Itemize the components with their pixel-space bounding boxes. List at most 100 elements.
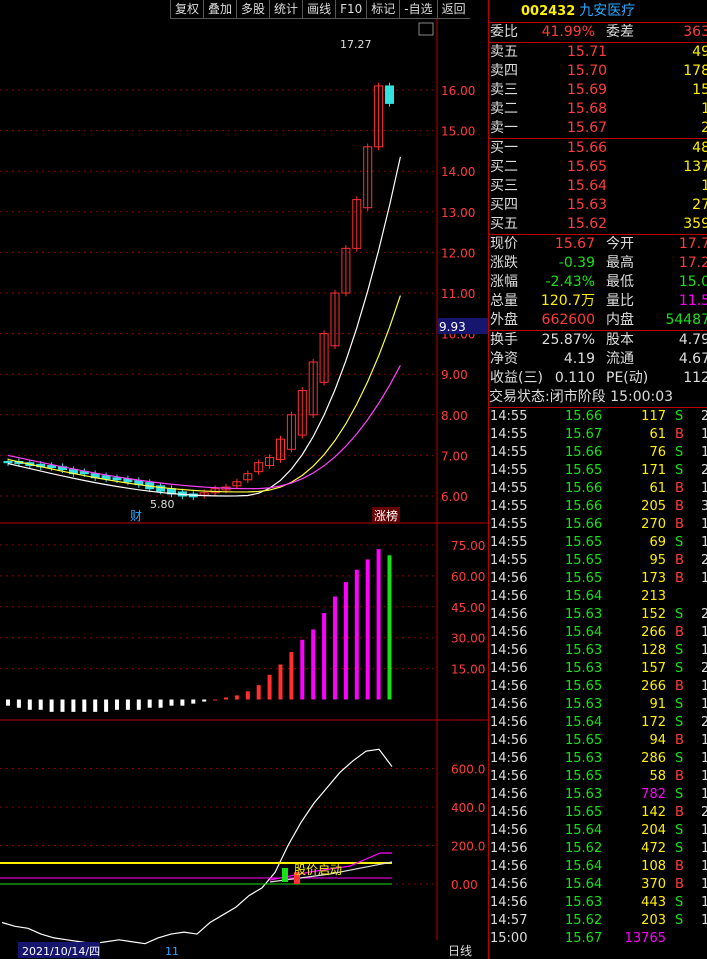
draw-line-button[interactable]: 画线 — [302, 0, 335, 18]
fund-label: 股本 — [606, 332, 634, 348]
tick-volume: 266 — [641, 679, 666, 694]
kdj-white-line — [1, 748, 393, 945]
cursor-price-label: 9.93 — [439, 320, 466, 334]
chart-toolbar: 复权 叠加 多股 统计 画线 F10 标记 -自选 返回 — [170, 0, 470, 19]
tick-time: 14:56 — [490, 841, 528, 856]
overlay-button[interactable]: 叠加 — [203, 0, 236, 18]
ask-level-row[interactable]: 卖三 15.69 15 — [489, 81, 707, 100]
tick-price: 15.65 — [565, 571, 603, 586]
tick-direction: B — [675, 427, 684, 442]
tick-time: 14:55 — [490, 445, 528, 460]
fundamental-stats: 换手 25.87% 股本 4.79 净资 4.19 流通 4.67 收益(三) 0.110 PE(动… — [489, 331, 707, 388]
tick-time: 14:56 — [490, 679, 528, 694]
macd-bar — [202, 699, 207, 702]
kline-chart-area[interactable]: 16.00 15.00 14.00 13.00 12.00 11.00 10.00 9.00 8… — [0, 0, 488, 959]
add-watchlist-button[interactable]: -自选 — [399, 0, 436, 18]
zhangbang-box — [372, 507, 400, 522]
bid-level-price: 15.64 — [567, 178, 608, 194]
ask-level-row[interactable]: 卖一 15.67 2 — [489, 119, 707, 138]
tick-row: 15:00 15.67 13765 — [489, 930, 707, 948]
bid-level-row[interactable]: 买五 15.62 359 — [489, 215, 707, 234]
tick-time: 14:56 — [490, 769, 528, 784]
tick-list[interactable]: 14:55 15.66 117 S 2 14:55 15.67 61 B 1 14:55 15.66 7… — [489, 408, 707, 948]
candle-body — [341, 247, 351, 294]
stat-row: 外盘 662600 内盘 54487 — [489, 311, 707, 330]
tick-volume: 69 — [649, 535, 666, 550]
tick-price: 15.62 — [565, 913, 603, 928]
macd-bar — [245, 691, 250, 700]
tick-time: 14:56 — [490, 607, 528, 622]
macd-bar — [213, 699, 218, 701]
bid-level-row[interactable]: 买四 15.63 27 — [489, 196, 707, 215]
tick-volume: 203 — [641, 913, 666, 928]
ask-level-row[interactable]: 卖五 15.71 49 — [489, 43, 707, 62]
tick-price: 15.66 — [565, 481, 603, 496]
candle-body — [297, 389, 307, 436]
tick-count: 1 — [701, 876, 707, 894]
tick-count: 1 — [701, 624, 707, 642]
stock-code: 002432 — [521, 4, 576, 19]
stock-name[interactable]: 九安医疗 — [579, 3, 636, 19]
tick-volume: 213 — [641, 589, 666, 604]
macd-bar — [354, 569, 359, 700]
macd-bar — [115, 699, 119, 710]
tick-time: 14:56 — [490, 805, 528, 820]
stat-label: 量比 — [606, 293, 634, 309]
tick-row: 14:56 15.63 286 S 1 — [489, 750, 707, 768]
tick-volume: 172 — [641, 715, 666, 730]
weibi-value: 41.99% — [541, 24, 595, 40]
tick-direction: B — [675, 805, 684, 820]
tick-time: 14:55 — [490, 535, 528, 550]
mark-button[interactable]: 标记 — [366, 0, 399, 18]
tick-volume: 76 — [649, 445, 666, 460]
ask-level-row[interactable]: 卖四 15.70 178 — [489, 62, 707, 81]
tick-direction: B — [675, 553, 684, 568]
ask-level-row[interactable]: 卖二 15.68 1 — [489, 100, 707, 119]
price-axis-label: 16.00 — [441, 84, 475, 98]
bid-level-label: 买三 — [490, 178, 518, 194]
tick-row: 14:56 15.62 472 S 1 — [489, 840, 707, 858]
candle-body — [232, 481, 242, 487]
low-price-label: 5.80 — [150, 498, 175, 511]
back-button[interactable]: 返回 — [436, 0, 470, 18]
macd-bar — [256, 685, 261, 700]
tick-volume: 270 — [641, 517, 666, 532]
stat-value: 17.2 — [678, 255, 707, 271]
macd-bar — [322, 612, 327, 700]
macd-bar — [387, 555, 392, 700]
ask-level-price: 15.71 — [567, 44, 608, 60]
tick-row: 14:55 15.65 95 B 2 — [489, 552, 707, 570]
bid-level-volume: 137 — [683, 159, 707, 175]
period-label: 日线 — [448, 944, 472, 958]
fuquan-button[interactable]: 复权 — [170, 0, 203, 18]
stat-value: 15.67 — [554, 236, 595, 252]
tick-time: 14:56 — [490, 697, 528, 712]
candle-body — [210, 488, 220, 494]
macd-bar — [93, 699, 98, 712]
multi-stock-button[interactable]: 多股 — [236, 0, 269, 18]
bid-level-row[interactable]: 买二 15.65 137 — [489, 158, 707, 177]
tick-direction: B — [675, 733, 684, 748]
tick-direction: B — [675, 679, 684, 694]
zhangbang-label: 涨榜 — [374, 508, 398, 523]
candle-body — [363, 146, 373, 209]
statistics-button[interactable]: 统计 — [269, 0, 302, 18]
stat-label: 总量 — [490, 293, 518, 309]
tick-direction: S — [675, 607, 684, 622]
tick-volume: 173 — [641, 571, 666, 586]
tick-direction: S — [675, 715, 684, 730]
tick-direction: S — [675, 661, 684, 676]
ma-line-short — [7, 156, 401, 497]
macd-axis-label: 75.00 — [451, 539, 485, 553]
tick-volume: 128 — [641, 643, 666, 658]
bid-level-row[interactable]: 买三 15.64 1 — [489, 177, 707, 196]
cursor-price-box — [437, 318, 488, 334]
bid-level-row[interactable]: 买一 15.66 48 — [489, 139, 707, 158]
tick-price: 15.64 — [565, 859, 603, 874]
stat-label: 外盘 — [490, 312, 518, 328]
tick-row: 14:55 15.65 69 S 1 — [489, 534, 707, 552]
fund-value: 4.19 — [563, 351, 595, 367]
bid-level-price: 15.65 — [567, 159, 608, 175]
tick-price: 15.66 — [565, 499, 603, 514]
f10-button[interactable]: F10 — [335, 0, 366, 18]
